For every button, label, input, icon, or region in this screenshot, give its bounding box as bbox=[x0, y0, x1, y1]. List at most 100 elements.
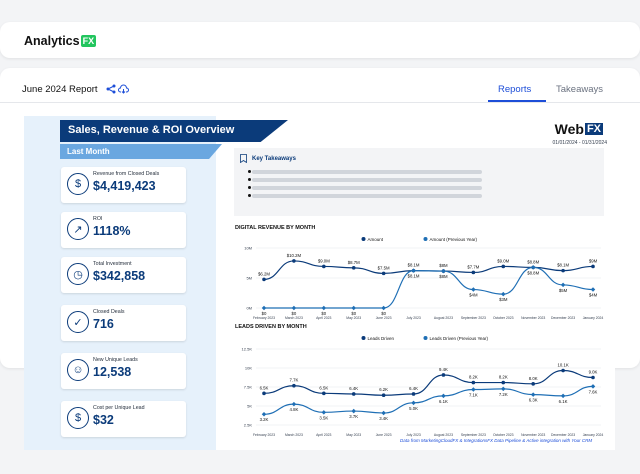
report-title: June 2024 Report bbox=[22, 84, 98, 95]
kpi-card-investment: ◷ Total Investment $342,858 bbox=[61, 257, 186, 293]
tab-reports[interactable]: Reports bbox=[498, 84, 532, 95]
data-label: 7.2K bbox=[499, 392, 508, 397]
data-point bbox=[381, 393, 386, 398]
data-point bbox=[590, 287, 596, 292]
series-line bbox=[263, 369, 594, 396]
data-label: $4M bbox=[469, 293, 478, 298]
data-point bbox=[471, 270, 476, 275]
x-tick-label: August 2023 bbox=[434, 433, 453, 437]
data-point bbox=[292, 259, 296, 263]
takeaway-placeholder bbox=[248, 194, 482, 198]
data-point bbox=[590, 384, 596, 389]
data-label: $10.2M bbox=[287, 253, 302, 258]
x-tick-label: May 2023 bbox=[346, 433, 361, 437]
data-label: $4M bbox=[589, 293, 598, 298]
data-label: 6.1K bbox=[559, 399, 568, 404]
takeaway-placeholder bbox=[248, 170, 482, 174]
data-label: 3.7K bbox=[349, 414, 358, 419]
dashboard: Sales, Revenue & ROI Overview Last Month… bbox=[24, 116, 615, 450]
data-point bbox=[560, 282, 566, 288]
y-tick-label: 12.5K bbox=[242, 347, 253, 352]
data-label: $8.8M bbox=[527, 259, 539, 264]
y-tick-label: 2.5K bbox=[244, 423, 253, 428]
data-label: 3.4K bbox=[379, 416, 388, 421]
cloud-download-icon[interactable] bbox=[118, 84, 129, 94]
investment-icon: ◷ bbox=[67, 263, 89, 285]
data-point bbox=[351, 266, 356, 270]
period-banner bbox=[60, 144, 222, 159]
x-tick-label: April 2023 bbox=[316, 433, 331, 437]
data-point bbox=[591, 375, 595, 380]
data-point bbox=[381, 410, 386, 416]
legend-label: Leads Driven bbox=[368, 336, 395, 341]
kpi-label: Revenue from Closed Deals bbox=[93, 171, 160, 177]
series-line bbox=[263, 260, 594, 280]
data-point bbox=[351, 305, 356, 311]
data-label: $8.7M bbox=[348, 260, 360, 265]
data-label: $8.1M bbox=[408, 263, 420, 268]
data-point bbox=[321, 410, 327, 415]
x-tick-label: December 2023 bbox=[551, 316, 575, 320]
dashboard-banner bbox=[60, 120, 288, 142]
kpi-label: New Unique Leads bbox=[93, 357, 138, 363]
data-label: $8M bbox=[439, 263, 448, 268]
chart-icon: ↗ bbox=[67, 218, 89, 240]
data-point bbox=[381, 271, 386, 276]
x-tick-label: January 2024 bbox=[583, 316, 604, 320]
money-icon: $ bbox=[67, 173, 89, 195]
data-label: 9.4K bbox=[439, 367, 448, 372]
x-tick-label: October 2023 bbox=[493, 316, 514, 320]
app-logo[interactable]: Analytics FX bbox=[24, 34, 97, 48]
legend-marker bbox=[361, 237, 366, 241]
data-label: $9M bbox=[589, 258, 598, 263]
data-label: $3M bbox=[499, 297, 508, 302]
data-label: $9.0M bbox=[318, 258, 330, 263]
y-tick-label: 5M bbox=[246, 276, 252, 281]
legend-label: Amount bbox=[368, 237, 384, 242]
y-tick-label: 10K bbox=[245, 366, 252, 371]
legend-label: Leads Driven (Previous Year) bbox=[430, 336, 489, 341]
data-point bbox=[321, 305, 327, 311]
data-label: $8.1M bbox=[557, 263, 569, 268]
takeaway-placeholder bbox=[248, 186, 482, 190]
data-point bbox=[471, 387, 476, 392]
kpi-label: Cost per Unique Lead bbox=[93, 405, 145, 411]
kpi-value: 716 bbox=[93, 317, 114, 331]
dollar-icon: $ bbox=[67, 407, 89, 429]
data-point bbox=[322, 264, 326, 269]
tab-takeaways[interactable]: Takeaways bbox=[556, 84, 603, 95]
data-point bbox=[411, 392, 416, 396]
x-tick-label: March 2023 bbox=[285, 433, 303, 437]
share-icon[interactable] bbox=[106, 84, 116, 94]
x-tick-label: December 2023 bbox=[551, 433, 575, 437]
data-point bbox=[441, 373, 446, 377]
data-point bbox=[561, 268, 565, 273]
dashboard-title: Sales, Revenue & ROI Overview bbox=[68, 124, 235, 136]
x-tick-label: March 2023 bbox=[285, 316, 303, 320]
legend-marker bbox=[423, 237, 428, 241]
revenue-chart: Amount Amount (Previous Year) 10M 5M 0M Febru… bbox=[244, 237, 604, 320]
data-point bbox=[530, 265, 536, 270]
users-icon: ☺ bbox=[67, 359, 89, 381]
x-tick-label: July 2023 bbox=[406, 433, 421, 437]
webfx-logo: Web FX bbox=[555, 121, 603, 137]
kpi-value: 12,538 bbox=[93, 365, 132, 379]
x-tick-label: June 2023 bbox=[376, 316, 392, 320]
x-tick-label: April 2023 bbox=[316, 316, 331, 320]
x-tick-label: October 2023 bbox=[493, 433, 514, 437]
data-label: 6.5K bbox=[319, 385, 328, 390]
x-tick-label: May 2023 bbox=[346, 316, 361, 320]
date-range: 01/01/2024 - 01/31/2024 bbox=[552, 140, 608, 146]
data-label: $0 bbox=[321, 311, 326, 316]
data-label: 8.2K bbox=[499, 375, 508, 380]
data-point bbox=[351, 392, 356, 396]
data-label: $6.2M bbox=[258, 271, 270, 276]
brand-suffix: FX bbox=[80, 35, 97, 47]
x-tick-label: February 2023 bbox=[253, 316, 275, 320]
data-label: $8.8M bbox=[527, 270, 539, 275]
x-tick-label: January 2024 bbox=[583, 433, 604, 437]
legend-label: Amount (Previous Year) bbox=[430, 237, 478, 242]
kpi-value: $32 bbox=[93, 413, 114, 427]
bookmark-icon bbox=[240, 154, 247, 163]
data-label: $0 bbox=[381, 311, 386, 316]
